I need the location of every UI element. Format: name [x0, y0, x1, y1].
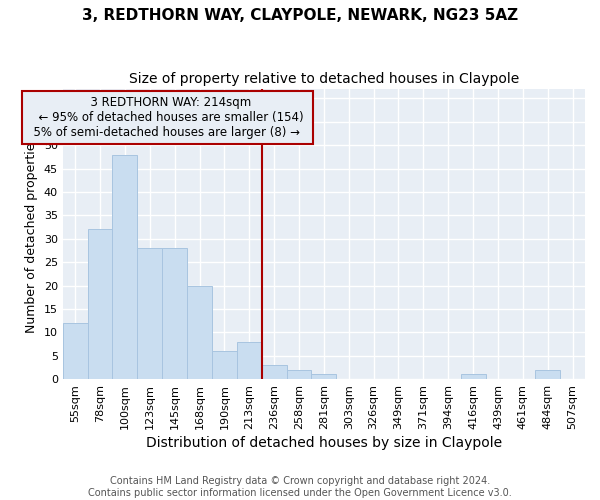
Bar: [137, 248, 162, 379]
Bar: [112, 154, 137, 379]
Bar: [162, 248, 187, 379]
Bar: [212, 351, 237, 379]
Title: Size of property relative to detached houses in Claypole: Size of property relative to detached ho…: [129, 72, 519, 86]
Bar: [187, 286, 212, 379]
Text: 3 REDTHORN WAY: 214sqm
  ← 95% of detached houses are smaller (154)
  5% of semi: 3 REDTHORN WAY: 214sqm ← 95% of detached…: [26, 96, 308, 139]
Bar: [63, 323, 88, 379]
Text: 3, REDTHORN WAY, CLAYPOLE, NEWARK, NG23 5AZ: 3, REDTHORN WAY, CLAYPOLE, NEWARK, NG23 …: [82, 8, 518, 22]
Bar: [262, 365, 287, 379]
Y-axis label: Number of detached properties: Number of detached properties: [25, 136, 38, 332]
Bar: [311, 374, 337, 379]
Bar: [535, 370, 560, 379]
Bar: [88, 230, 112, 379]
Bar: [461, 374, 485, 379]
Text: Contains HM Land Registry data © Crown copyright and database right 2024.
Contai: Contains HM Land Registry data © Crown c…: [88, 476, 512, 498]
Bar: [237, 342, 262, 379]
X-axis label: Distribution of detached houses by size in Claypole: Distribution of detached houses by size …: [146, 436, 502, 450]
Bar: [287, 370, 311, 379]
